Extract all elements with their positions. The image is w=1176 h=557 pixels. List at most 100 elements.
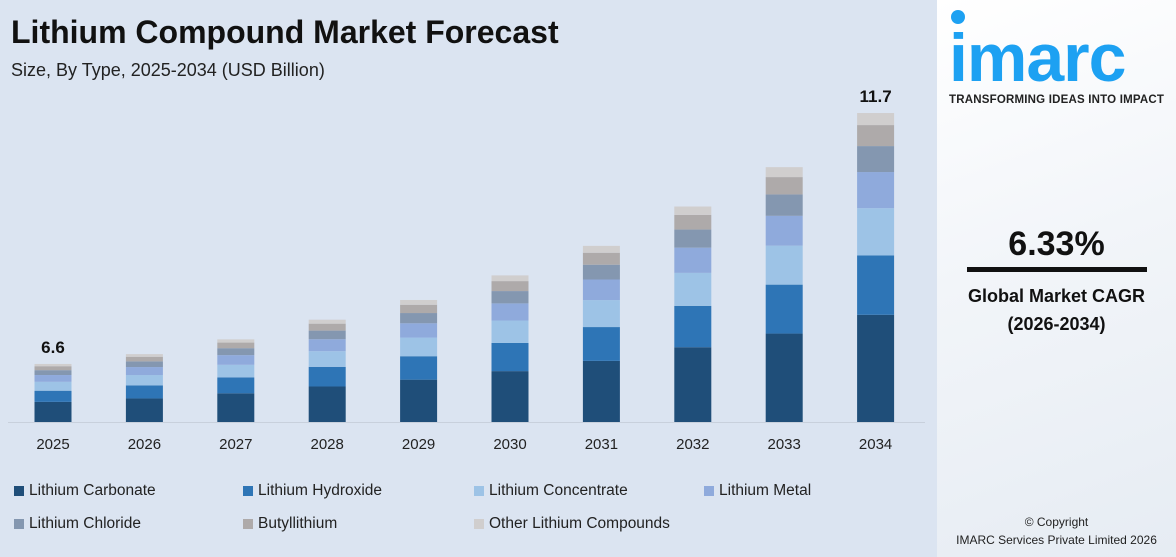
- bar-segment: [308, 366, 346, 387]
- x-tick-label: 2034: [859, 436, 892, 453]
- bar-segment: [125, 385, 163, 399]
- copyright: © Copyright: [1024, 515, 1089, 529]
- bar-segment: [217, 342, 255, 349]
- bar-segment: [582, 360, 620, 422]
- bar-segment: [765, 167, 803, 178]
- bar-segment: [34, 375, 72, 382]
- tagline: TRANSFORMING IDEAS INTO IMPACT: [949, 94, 1165, 106]
- bar-segment: [217, 348, 255, 356]
- chart-panel: Lithium Compound Market Forecast Size, B…: [8, 14, 925, 533]
- bar-segment: [34, 390, 72, 402]
- legend-item: Butyllithium: [243, 515, 337, 533]
- cagr-period: (2026-2034): [1007, 314, 1106, 334]
- legend-item: Lithium Metal: [704, 482, 811, 500]
- bar-segment: [491, 281, 529, 292]
- bar-segment: [308, 319, 346, 324]
- bar-segment: [217, 393, 255, 422]
- bar-segment: [582, 279, 620, 301]
- bar-segment: [400, 323, 438, 338]
- bar-segment: [217, 364, 255, 378]
- bar-segment: [582, 300, 620, 328]
- bar-segment: [857, 208, 895, 256]
- bar-segment: [308, 323, 346, 331]
- bar-segment: [582, 327, 620, 361]
- legend-item: Other Lithium Compounds: [474, 515, 670, 533]
- bar-segment: [765, 245, 803, 285]
- bar-segment: [125, 354, 163, 357]
- bar-segment: [765, 177, 803, 195]
- legend-swatch: [14, 519, 24, 529]
- bar-segment: [217, 377, 255, 394]
- imarc-logo: imarc: [949, 20, 1126, 96]
- bar-segment: [765, 215, 803, 246]
- x-tick-label: 2031: [585, 436, 618, 453]
- bar-segment: [125, 398, 163, 422]
- bar-segment: [491, 291, 529, 304]
- x-tick-label: 2032: [676, 436, 709, 453]
- legend-label: Lithium Metal: [719, 482, 812, 499]
- bar-segment: [125, 367, 163, 376]
- legend-swatch: [704, 486, 714, 496]
- legend-item: Lithium Hydroxide: [243, 482, 382, 500]
- bar-segment: [765, 333, 803, 422]
- legend-item: Lithium Concentrate: [474, 482, 628, 500]
- bar-segment: [308, 351, 346, 367]
- bar-segment: [857, 172, 895, 209]
- bar-segment: [34, 366, 72, 371]
- x-tick-label: 2026: [128, 436, 161, 453]
- bar-segment: [400, 299, 438, 305]
- bar-segment: [34, 381, 72, 391]
- bar-segment: [582, 252, 620, 265]
- bar-segment: [674, 347, 712, 422]
- bar-segment: [857, 314, 895, 422]
- bar-segment: [491, 320, 529, 343]
- legend-label: Lithium Carbonate: [29, 482, 156, 499]
- bar-segment: [400, 356, 438, 380]
- logo-dot: [951, 10, 965, 24]
- bar-segment: [308, 386, 346, 422]
- total-label: 11.7: [860, 87, 892, 106]
- total-label: 6.6: [41, 338, 65, 357]
- chart-title: Lithium Compound Market Forecast: [11, 14, 559, 50]
- legend-label: Other Lithium Compounds: [489, 515, 670, 532]
- bar-segment: [217, 339, 255, 343]
- x-tick-label: 2033: [768, 436, 801, 453]
- x-tick-label: 2027: [219, 436, 252, 453]
- bar-segment: [400, 379, 438, 422]
- company: IMARC Services Private Limited 2026: [956, 533, 1157, 547]
- legend-item: Lithium Chloride: [14, 515, 141, 533]
- bar-segment: [491, 275, 529, 282]
- legend-label: Butyllithium: [258, 515, 338, 532]
- bar-segment: [491, 303, 529, 321]
- bar-segment: [674, 247, 712, 273]
- legend-swatch: [243, 519, 253, 529]
- bar-segment: [674, 272, 712, 306]
- cagr-label: Global Market CAGR: [967, 286, 1146, 306]
- bar-segment: [34, 401, 72, 422]
- bar-segment: [582, 264, 620, 280]
- x-tick-label: 2029: [402, 436, 435, 453]
- bar-segment: [125, 375, 163, 386]
- stacked-bar-chart: 2025 6.6 2026 2027 2028 2029 2030 2031 2032 2033 2…: [8, 87, 925, 453]
- legend-swatch: [474, 486, 484, 496]
- bar-segment: [765, 194, 803, 216]
- bar-segment: [857, 255, 895, 315]
- bar-segment: [674, 305, 712, 348]
- bar-segment: [308, 339, 346, 352]
- bar-segment: [491, 371, 529, 422]
- legend-item: Lithium Carbonate: [14, 482, 156, 500]
- bar-segment: [765, 284, 803, 334]
- bar-segment: [674, 229, 712, 248]
- bar-segment: [582, 245, 620, 253]
- divider: [967, 267, 1147, 272]
- bar-segment: [34, 370, 72, 376]
- bar-segment: [125, 361, 163, 368]
- brand-panel: imarc TRANSFORMING IDEAS INTO IMPACT 6.3…: [937, 0, 1176, 557]
- legend-label: Lithium Hydroxide: [258, 482, 383, 499]
- legend-swatch: [243, 486, 253, 496]
- bar-segment: [400, 337, 438, 357]
- bar-segment: [34, 363, 72, 367]
- legend-label: Lithium Chloride: [29, 515, 141, 532]
- bar-segment: [308, 330, 346, 340]
- bar-segment: [674, 206, 712, 215]
